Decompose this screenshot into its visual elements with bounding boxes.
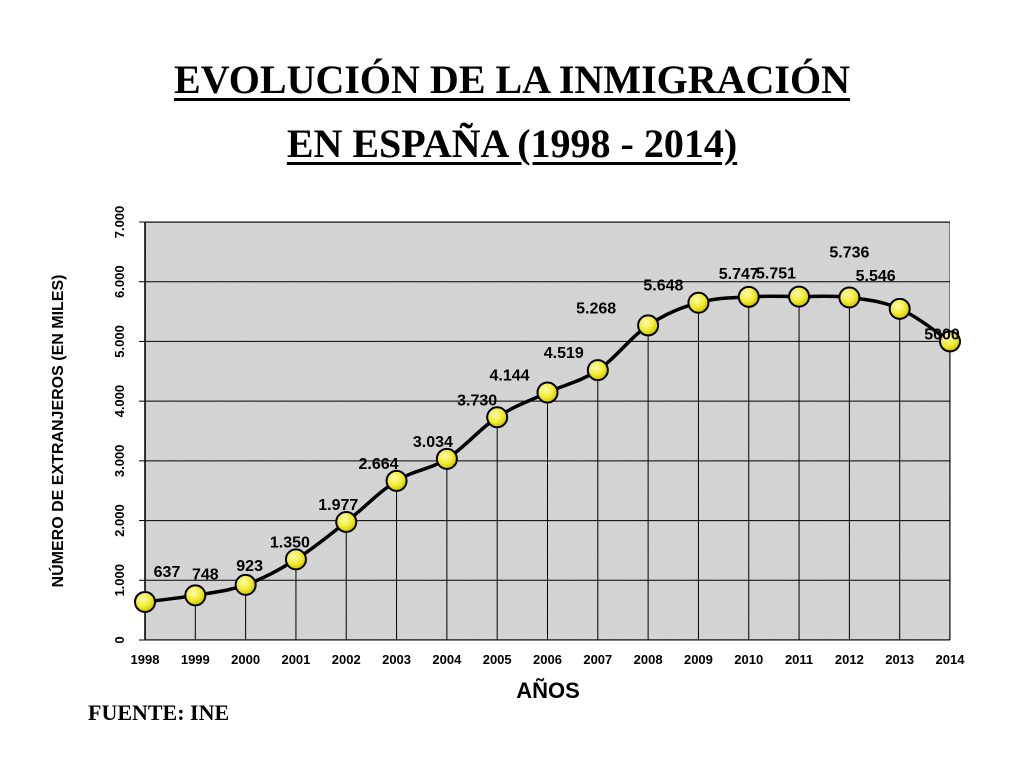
data-label-2001: 1.350 [270, 534, 310, 551]
y-tick-label: 1.000 [112, 564, 127, 597]
data-label-2014: 5000 [924, 326, 960, 343]
data-label-2007: 4.519 [544, 345, 584, 362]
data-point-2003 [385, 469, 408, 492]
x-tick-label: 2001 [281, 652, 310, 667]
data-label-2010: 5.747 [719, 266, 759, 283]
data-points [134, 285, 961, 613]
data-point-2013 [888, 297, 911, 320]
x-tick-label: 2012 [835, 652, 864, 667]
data-label-2009: 5.648 [643, 278, 683, 295]
data-point-2011 [788, 285, 811, 308]
x-tick-label: 1998 [131, 652, 160, 667]
data-label-2002: 1.977 [318, 497, 358, 514]
data-label-1998: 637 [154, 564, 181, 581]
x-tick-label: 2004 [432, 652, 462, 667]
chart-title-line-1: EVOLUCIÓN DE LA INMIGRACIÓN [174, 57, 850, 102]
y-tick-label: 6.000 [112, 265, 127, 298]
y-axis-title: NÚMERO DE EXTRANJEROS (EN MILES) [48, 275, 67, 588]
data-point-2006 [536, 381, 559, 404]
data-label-2011: 5.751 [756, 266, 796, 283]
y-tick-label: 3.000 [112, 445, 127, 478]
source-note: FUENTE: INE [88, 700, 230, 725]
data-label-2004: 3.034 [413, 434, 453, 451]
data-point-2005 [486, 406, 509, 429]
x-tick-label: 2009 [684, 652, 713, 667]
x-tick-label: 2003 [382, 652, 411, 667]
x-tick-label: 2002 [332, 652, 361, 667]
y-tick-label: 4.000 [112, 385, 127, 418]
chart-title-line-2: EN ESPAÑA (1998 - 2014) [286, 121, 738, 166]
data-point-2010 [737, 285, 760, 308]
data-point-2000 [234, 573, 257, 596]
x-axis-title: AÑOS [516, 678, 580, 703]
y-tick-label: 2.000 [112, 504, 127, 537]
data-label-2006: 4.144 [489, 368, 529, 385]
x-tick-label: 2006 [533, 652, 562, 667]
y-tick-label: 7.000 [112, 206, 127, 239]
data-point-2008 [637, 314, 660, 337]
data-label-2012: 5.736 [829, 244, 869, 261]
data-label-2000: 923 [236, 558, 263, 575]
x-tick-label: 2013 [885, 652, 914, 667]
data-point-2007 [586, 359, 609, 382]
data-label-2005: 3.730 [457, 392, 497, 409]
data-label-2003: 2.664 [359, 456, 399, 473]
y-tick-label: 0 [112, 636, 127, 643]
x-tick-label: 1999 [181, 652, 210, 667]
x-tick-label: 2008 [634, 652, 663, 667]
drop-lines [144, 296, 951, 640]
data-point-2004 [435, 447, 458, 470]
data-label-2013: 5.546 [856, 268, 896, 285]
data-point-2014 [939, 330, 961, 353]
data-point-2002 [335, 510, 358, 533]
x-tick-label: 2000 [231, 652, 260, 667]
data-labels: 637 748 923 1.350 1.977 2.664 3.034 3.730 4.144 4… [154, 244, 960, 583]
data-point-2012 [838, 286, 861, 309]
x-tick-label: 2014 [936, 652, 966, 667]
y-tick-label: 5.000 [112, 325, 127, 358]
data-label-1999: 748 [192, 566, 219, 583]
x-tick-label: 2005 [483, 652, 512, 667]
x-tick-label: 2011 [785, 652, 813, 667]
data-point-2001 [284, 548, 307, 571]
y-tick-labels: 0 1.000 2.000 3.000 4.000 5.000 6.000 7.000 [112, 206, 127, 644]
data-point-1999 [184, 584, 207, 607]
x-tick-labels: 1998 1999 2000 2001 2002 2003 2004 2005 2006 2007… [131, 652, 966, 667]
data-point-1998 [134, 590, 156, 613]
data-point-2009 [687, 291, 710, 314]
data-label-2008: 5.268 [576, 300, 616, 317]
x-tick-label: 2007 [583, 652, 612, 667]
x-tick-label: 2010 [734, 652, 763, 667]
